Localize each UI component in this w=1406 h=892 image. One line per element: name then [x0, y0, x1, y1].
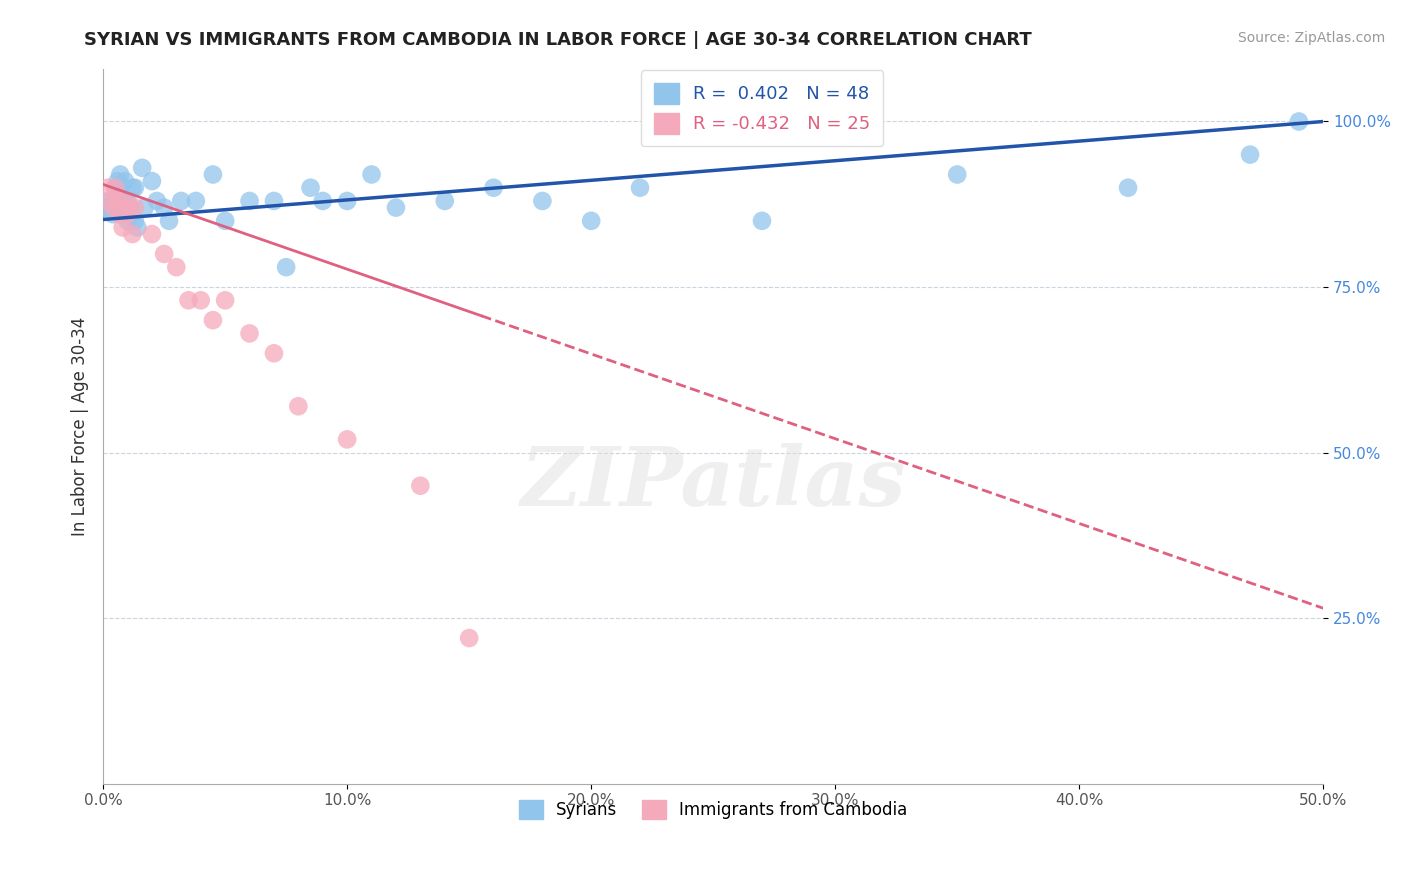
Point	[108, 207, 131, 221]
Point	[127, 220, 149, 235]
Point	[751, 214, 773, 228]
Point	[108, 168, 131, 182]
Text: SYRIAN VS IMMIGRANTS FROM CAMBODIA IN LABOR FORCE | AGE 30-34 CORRELATION CHART: SYRIAN VS IMMIGRANTS FROM CAMBODIA IN LA…	[84, 31, 1032, 49]
Point	[153, 247, 176, 261]
Point	[100, 194, 122, 208]
Point	[299, 180, 322, 194]
Point	[409, 479, 432, 493]
Point	[94, 201, 117, 215]
Point	[114, 194, 136, 208]
Point	[121, 227, 143, 241]
Point	[117, 214, 139, 228]
Point	[336, 194, 359, 208]
Point	[107, 174, 129, 188]
Point	[107, 194, 129, 208]
Point	[114, 194, 136, 208]
Point	[165, 260, 187, 275]
Point	[111, 220, 134, 235]
Point	[531, 194, 554, 208]
Point	[121, 180, 143, 194]
Point	[134, 201, 156, 215]
Point	[97, 194, 120, 208]
Text: ZIPatlas: ZIPatlas	[520, 443, 905, 524]
Point	[111, 201, 134, 215]
Point	[201, 168, 224, 182]
Point	[190, 293, 212, 308]
Point	[214, 293, 236, 308]
Point	[118, 201, 141, 215]
Point	[114, 174, 136, 188]
Point	[118, 201, 141, 215]
Point	[97, 180, 120, 194]
Point	[276, 260, 298, 275]
Point	[336, 433, 359, 447]
Point	[117, 194, 139, 208]
Point	[263, 346, 285, 360]
Point	[287, 399, 309, 413]
Point	[100, 201, 122, 215]
Point	[458, 631, 481, 645]
Text: Source: ZipAtlas.com: Source: ZipAtlas.com	[1237, 31, 1385, 45]
Point	[1239, 147, 1261, 161]
Point	[312, 194, 335, 208]
Point	[107, 201, 129, 215]
Point	[141, 174, 163, 188]
Point	[1116, 180, 1139, 194]
Point	[153, 201, 176, 215]
Point	[101, 207, 124, 221]
Point	[360, 168, 382, 182]
Point	[124, 180, 146, 194]
Point	[628, 180, 651, 194]
Point	[104, 194, 127, 208]
Point	[146, 194, 169, 208]
Point	[238, 194, 260, 208]
Point	[157, 214, 180, 228]
Point	[385, 201, 408, 215]
Point	[579, 214, 602, 228]
Point	[238, 326, 260, 341]
Point	[177, 293, 200, 308]
Point	[101, 201, 124, 215]
Point	[124, 214, 146, 228]
Point	[482, 180, 505, 194]
Point	[131, 161, 153, 175]
Point	[946, 168, 969, 182]
Point	[1288, 114, 1310, 128]
Legend: Syrians, Immigrants from Cambodia: Syrians, Immigrants from Cambodia	[513, 793, 914, 825]
Point	[117, 207, 139, 221]
Point	[201, 313, 224, 327]
Y-axis label: In Labor Force | Age 30-34: In Labor Force | Age 30-34	[72, 317, 89, 536]
Point	[141, 227, 163, 241]
Point	[214, 214, 236, 228]
Point	[104, 180, 127, 194]
Point	[124, 201, 146, 215]
Point	[108, 187, 131, 202]
Point	[263, 194, 285, 208]
Point	[184, 194, 207, 208]
Point	[433, 194, 456, 208]
Point	[104, 180, 127, 194]
Point	[170, 194, 193, 208]
